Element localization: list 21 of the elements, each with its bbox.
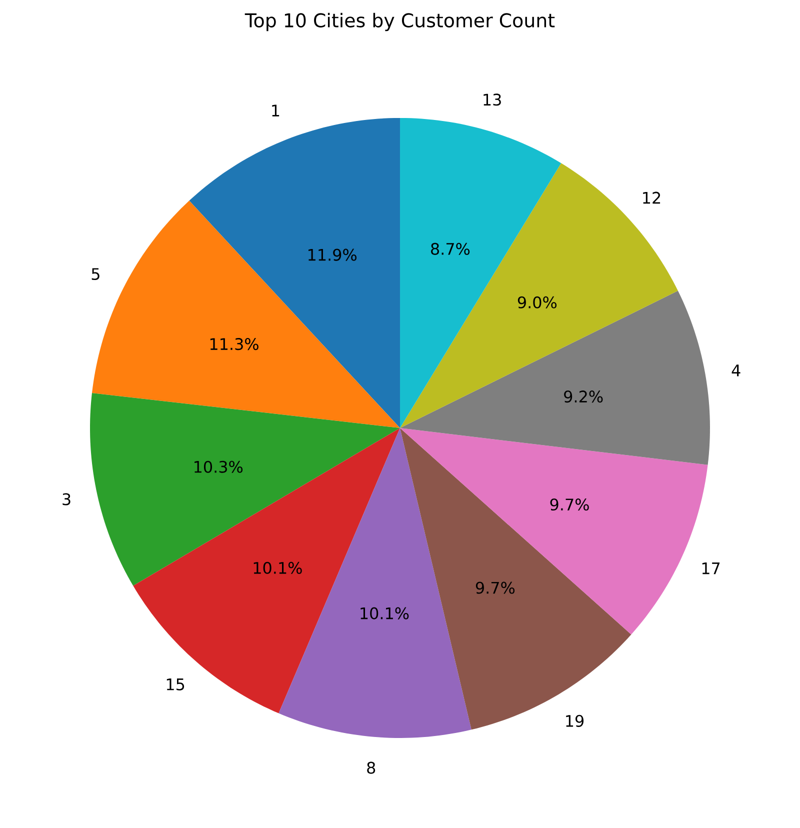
data-label: 10.1% (254, 562, 302, 574)
data-label: 11.9% (308, 248, 356, 261)
slice-label: 8 (367, 762, 376, 774)
data-label: 10.3% (194, 460, 243, 473)
slice-label: 1 (272, 104, 280, 116)
slice-label: 4 (732, 364, 740, 376)
data-label: 10.1% (360, 607, 409, 620)
data-label: 8.7% (431, 242, 470, 255)
slice-label: 15 (166, 678, 184, 690)
data-label: 9.7% (476, 582, 515, 594)
slice-label: 13 (484, 94, 501, 106)
slice-label: 12 (643, 192, 660, 204)
data-label: 9.7% (550, 498, 589, 511)
data-label: 11.3% (210, 338, 258, 350)
slice-label: 17 (702, 562, 720, 574)
slice-label: 19 (566, 714, 584, 727)
slice-label: 5 (92, 268, 100, 280)
slice-label: 3 (62, 493, 70, 506)
data-label: 9.2% (564, 390, 603, 403)
data-label: 9.0% (518, 296, 557, 308)
chart-title: Top 10 Cities by Customer Count (244, 12, 555, 32)
